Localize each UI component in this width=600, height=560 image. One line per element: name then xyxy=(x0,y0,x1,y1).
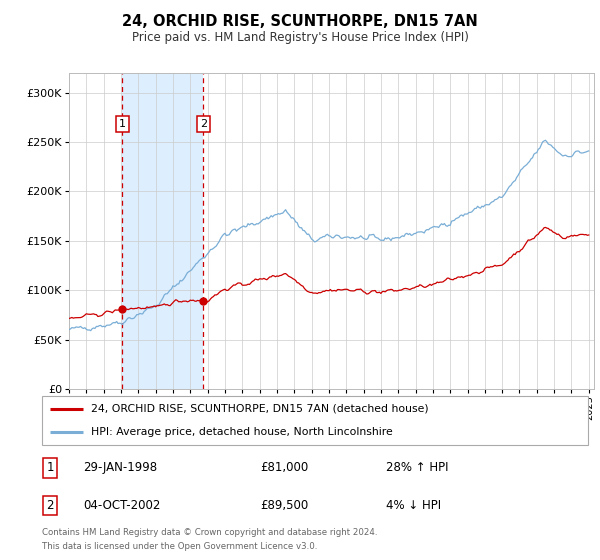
Text: Price paid vs. HM Land Registry's House Price Index (HPI): Price paid vs. HM Land Registry's House … xyxy=(131,31,469,44)
FancyBboxPatch shape xyxy=(42,396,588,445)
Bar xyxy=(122,73,203,389)
Text: 28% ↑ HPI: 28% ↑ HPI xyxy=(386,461,448,474)
Text: Contains HM Land Registry data © Crown copyright and database right 2024.: Contains HM Land Registry data © Crown c… xyxy=(42,528,377,537)
Text: 4% ↓ HPI: 4% ↓ HPI xyxy=(386,499,441,512)
Text: 29-JAN-1998: 29-JAN-1998 xyxy=(83,461,157,474)
Text: 1: 1 xyxy=(46,461,54,474)
Text: £81,000: £81,000 xyxy=(260,461,308,474)
Text: 24, ORCHID RISE, SCUNTHORPE, DN15 7AN: 24, ORCHID RISE, SCUNTHORPE, DN15 7AN xyxy=(122,14,478,29)
Text: 2: 2 xyxy=(200,119,207,129)
Text: HPI: Average price, detached house, North Lincolnshire: HPI: Average price, detached house, Nort… xyxy=(91,427,393,437)
Text: £89,500: £89,500 xyxy=(260,499,308,512)
Text: 04-OCT-2002: 04-OCT-2002 xyxy=(83,499,160,512)
Text: This data is licensed under the Open Government Licence v3.0.: This data is licensed under the Open Gov… xyxy=(42,542,317,551)
Text: 1: 1 xyxy=(119,119,126,129)
Text: 24, ORCHID RISE, SCUNTHORPE, DN15 7AN (detached house): 24, ORCHID RISE, SCUNTHORPE, DN15 7AN (d… xyxy=(91,404,429,414)
Text: 2: 2 xyxy=(46,499,54,512)
